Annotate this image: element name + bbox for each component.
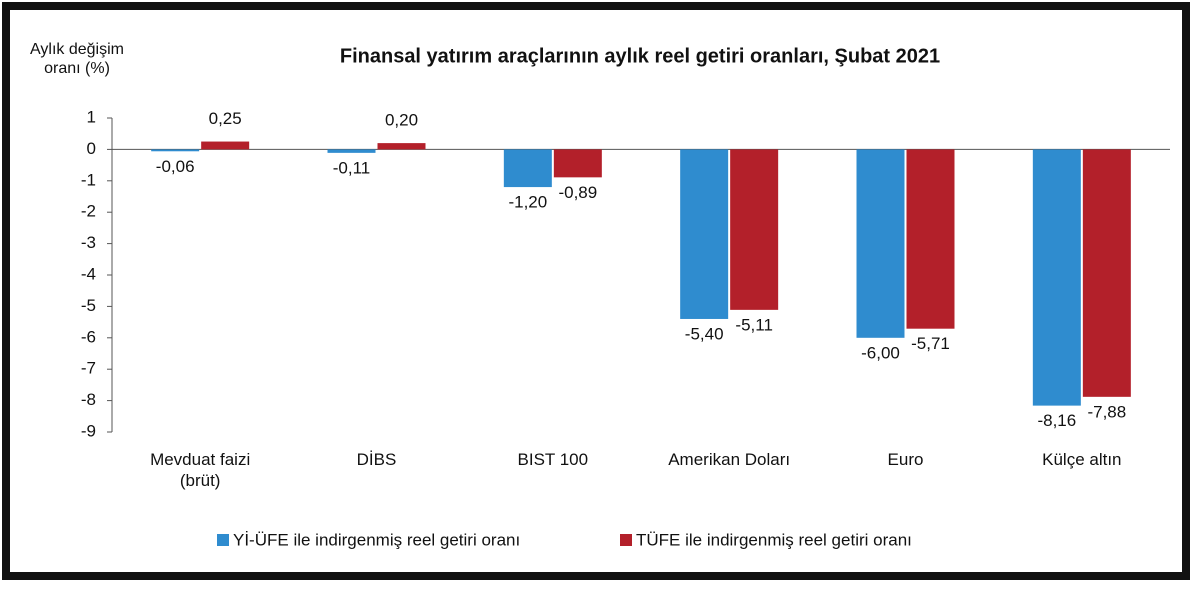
data-label: -0,89	[558, 183, 597, 202]
bar	[503, 149, 552, 188]
legend-label: TÜFE ile indirgenmiş reel getiri oranı	[636, 530, 912, 549]
bar	[151, 149, 200, 152]
y-tick-label: -5	[81, 296, 96, 315]
y-tick-label: -9	[81, 421, 96, 440]
y-tick-label: -3	[81, 233, 96, 252]
y-tick-label: -4	[81, 264, 96, 283]
bar	[856, 149, 905, 338]
y-tick-label: 1	[87, 107, 96, 126]
y-tick-label: -7	[81, 359, 96, 378]
bar	[553, 149, 602, 178]
x-tick-label: DİBS	[356, 450, 397, 469]
x-tick-label: Euro	[887, 450, 924, 469]
y-axis-title: Aylık değişim oranı (%)	[30, 41, 124, 77]
data-label: -6,00	[861, 343, 900, 362]
bar	[906, 149, 955, 329]
y-tick-label: -2	[81, 202, 96, 221]
bar	[1082, 149, 1131, 397]
bar	[377, 143, 426, 150]
data-label: -0,11	[333, 158, 371, 177]
data-label: -5,40	[685, 324, 724, 343]
x-tick-label: Külçe altın	[1042, 450, 1122, 469]
data-label: -5,71	[911, 334, 950, 353]
bar	[1032, 149, 1081, 406]
chart-title: Finansal yatırım araçlarının aylık reel …	[340, 45, 940, 67]
y-tick-label: -6	[81, 327, 96, 346]
x-tick-label: Mevduat faizi (brüt)	[150, 450, 251, 490]
data-label: 0,25	[209, 109, 242, 128]
data-label: -8,16	[1037, 411, 1076, 430]
y-tick-label: -1	[81, 170, 96, 189]
data-label: -1,20	[508, 193, 547, 212]
legend-swatch	[620, 534, 632, 546]
bar	[730, 149, 779, 310]
bar	[327, 149, 376, 153]
bar	[680, 149, 729, 319]
legend-label: Yİ-ÜFE ile indirgenmiş reel getiri oranı	[233, 530, 520, 549]
x-tick-label: BIST 100	[517, 450, 589, 469]
legend-swatch	[217, 534, 229, 546]
bar	[201, 141, 250, 150]
data-label: -0,06	[156, 157, 195, 176]
x-tick-label: Amerikan Doları	[668, 450, 791, 469]
y-tick-label: 0	[87, 139, 96, 158]
data-label: 0,20	[385, 111, 418, 130]
data-label: -5,11	[735, 315, 773, 334]
data-label: -7,88	[1087, 402, 1126, 421]
frame	[2, 2, 1190, 580]
y-tick-label: -8	[81, 390, 96, 409]
